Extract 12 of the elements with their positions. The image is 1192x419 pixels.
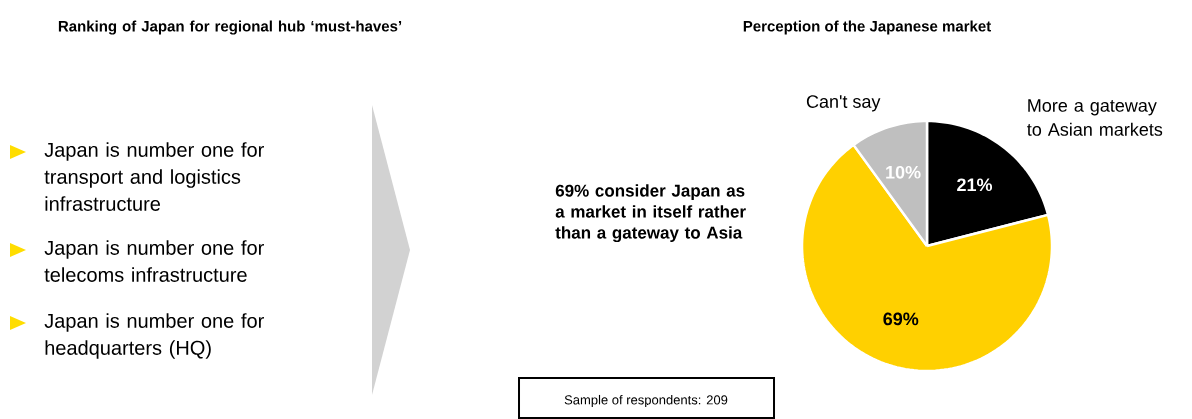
text: 69% consider Japan as a market in itself rather than a gateway to Asia: [555, 184, 746, 243]
text: Sample of respondents: 209: [564, 394, 728, 408]
text: Ranking of Japan for regional hub ‘must-haves’: [58, 20, 402, 35]
chart-title: Perception of the Japanese market: [743, 20, 992, 35]
text: Japan is number one for transport and logistics infrastructure: [44, 142, 264, 211]
data-label: 21%: [957, 178, 993, 192]
text: Japan is number one for telecoms infrastructure: [44, 240, 264, 282]
slice-label: More a gateway to Asian markets: [1027, 99, 1163, 136]
text: Japan is number one for headquarters (HQ): [44, 313, 264, 359]
data-label: 69%: [883, 312, 919, 326]
slice-label: Can't say: [806, 95, 881, 112]
data-label: 10%: [886, 165, 921, 179]
